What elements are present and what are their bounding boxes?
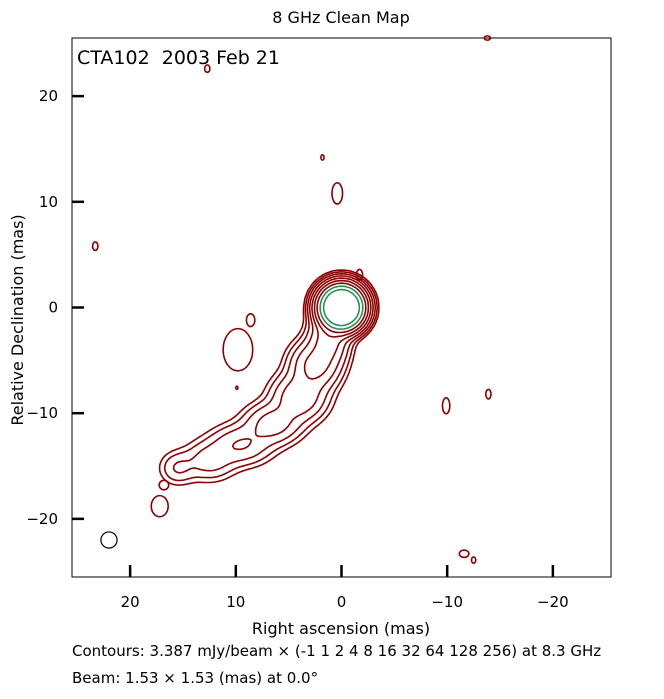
chart-title: 8 GHz Clean Map	[272, 8, 409, 27]
beam-ellipse	[100, 531, 118, 549]
isolated-contour-blob	[158, 479, 170, 491]
isolated-contour-blob	[331, 181, 344, 205]
contour-level-64	[316, 282, 367, 334]
x-tick-label: 0	[337, 593, 347, 611]
contour-layer	[158, 269, 380, 486]
contours-caption: Contours: 3.387 mJy/beam × (-1 1 2 4 8 1…	[72, 642, 602, 660]
y-tick-label: −10	[26, 404, 58, 422]
y-axis-ticks: 20 10 0 −10 −20	[26, 87, 84, 528]
contour-level-32	[313, 279, 370, 338]
plot-frame	[71, 37, 612, 578]
isolated-contour-blob	[458, 549, 470, 559]
isolated-contour-blob	[470, 556, 477, 565]
isolated-contour-blob	[235, 385, 239, 391]
contour-level-8	[232, 275, 374, 451]
x-tick-label: −10	[431, 593, 463, 611]
isolated-blobs-layer	[91, 35, 492, 565]
y-axis-label: Relative Declination (mas)	[8, 214, 27, 425]
x-axis-label: Right ascension (mas)	[252, 619, 430, 638]
isolated-contour-blob	[441, 397, 451, 415]
isolated-contour-blob	[355, 268, 364, 281]
map-annotation: CTA102 2003 Feb 21	[77, 47, 280, 69]
isolated-contour-blob	[203, 64, 211, 74]
contour-level-2	[163, 271, 378, 482]
contour-level-16	[303, 277, 372, 380]
y-tick-label: −20	[26, 510, 58, 528]
contour-level-128	[319, 285, 364, 330]
isolated-contour-blob	[150, 494, 169, 518]
y-tick-label: 10	[39, 193, 58, 211]
x-tick-label: 10	[226, 593, 245, 611]
contour-level-256	[322, 288, 361, 327]
contour-level-1	[158, 269, 380, 486]
isolated-contour-blob	[245, 313, 256, 328]
isolated-contour-blob	[320, 153, 325, 161]
isolated-contour-blob	[222, 327, 254, 372]
isolated-contour-blob	[483, 35, 492, 41]
contour-level-4	[172, 273, 376, 474]
beam-caption: Beam: 1.53 × 1.53 (mas) at 0.0°	[72, 669, 319, 687]
beam-layer	[100, 531, 118, 549]
x-tick-label: 20	[121, 593, 140, 611]
x-axis-ticks: 20 10 0 −10 −20	[121, 565, 569, 611]
contour-map-chart: 8 GHz Clean Map 20 10 0 −10 −20 20100−10−20 …	[8, 8, 612, 638]
y-tick-label: 20	[39, 87, 58, 105]
isolated-contour-blob	[484, 388, 492, 400]
y-tick-label: 0	[48, 299, 58, 317]
x-tick-label: −20	[537, 593, 569, 611]
isolated-contour-blob	[91, 241, 99, 252]
